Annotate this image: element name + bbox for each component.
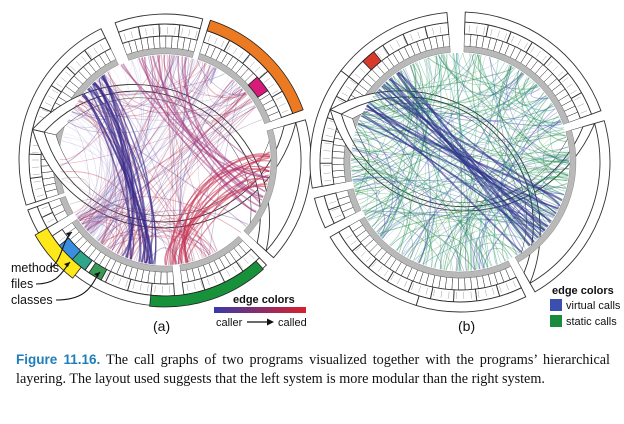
panel-a-call-graph: [18, 13, 312, 308]
figure-call-graphs: methods files classes edge colors caller…: [11, 11, 621, 334]
legend-b-title: edge colors: [552, 285, 614, 297]
legend-b-virtual-swatch: [550, 299, 562, 311]
legend-b: edge colors virtual calls static calls: [550, 285, 621, 328]
methods-annotation: methods: [11, 231, 73, 275]
legend-b-static-label: static calls: [566, 316, 617, 328]
figure-caption: Figure 11.16. The call graphs of two pro…: [16, 350, 610, 389]
legend-a-gradient-bar: [214, 307, 306, 313]
classes-label: classes: [11, 293, 53, 307]
legend-a-called: called: [278, 317, 307, 329]
caption-text: The call graphs of two programs visualiz…: [16, 352, 610, 387]
panel-b-call-graph: [309, 11, 611, 313]
panel-a-label: (a): [153, 318, 170, 334]
panel-b-label: (b): [458, 318, 475, 334]
legend-b-static-swatch: [550, 315, 562, 327]
arrow-icon: [267, 318, 274, 326]
legend-a: edge colors caller called: [214, 294, 307, 329]
files-label: files: [11, 277, 33, 291]
files-annotation: files: [11, 261, 71, 291]
figure-number: Figure 11.16.: [16, 352, 101, 367]
methods-label: methods: [11, 261, 59, 275]
classes-annotation: classes: [11, 271, 101, 307]
legend-a-title: edge colors: [233, 294, 295, 306]
legend-a-caller: caller: [216, 317, 243, 329]
legend-b-virtual-label: virtual calls: [566, 300, 621, 312]
